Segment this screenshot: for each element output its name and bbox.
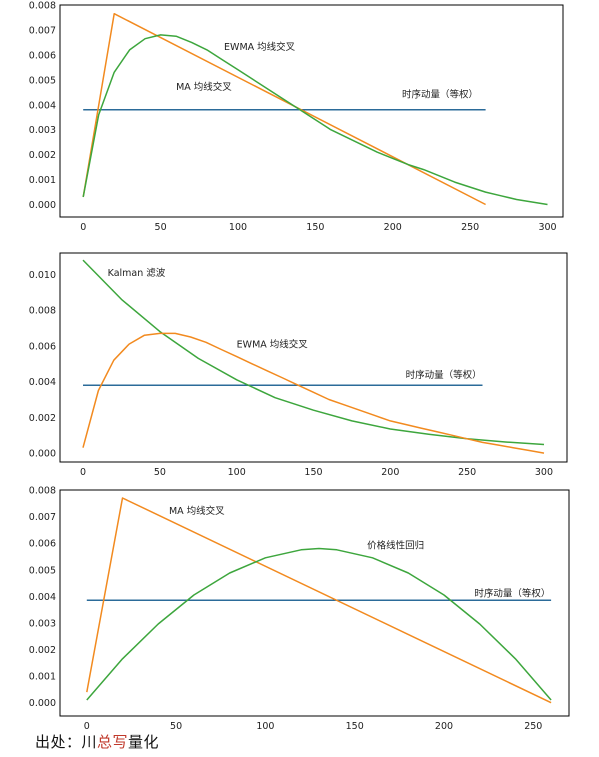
series-annotation: 时序动量（等权） <box>406 369 482 381</box>
y-tick-label: 0.002 <box>29 645 56 656</box>
x-tick-label: 0 <box>84 721 90 732</box>
chart-1: 0 50 100 150 200 250 300 0.000 0.001 0.002 0.003 0.… <box>29 1 564 233</box>
y-tick-label: 0.001 <box>29 672 56 683</box>
y-tick-label: 0.006 <box>29 341 56 352</box>
x-tick-label: 150 <box>346 721 364 732</box>
series-annotation: EWMA 均线交叉 <box>237 339 309 351</box>
source-name-part1: 川 <box>81 733 98 751</box>
series-annotation: Kalman 滤波 <box>108 267 166 279</box>
chart-2: 0 50 100 150 200 250 300 0.000 0.002 0.004 0.006 0.… <box>29 252 568 478</box>
y-tick-label: 0.002 <box>29 413 56 424</box>
y-tick-label: 0.007 <box>29 25 56 36</box>
series-line-EWMA-均线交叉 <box>82 332 545 454</box>
y-tick-label: 0.001 <box>29 175 56 186</box>
source-name-highlight: 总写 <box>97 733 129 751</box>
x-tick-label: 200 <box>384 222 402 233</box>
x-tick-label: 50 <box>154 467 166 478</box>
chart-3: 0 50 100 150 200 250 0.000 0.001 0.002 0.003 0.004… <box>29 486 570 732</box>
x-tick-label: 300 <box>538 222 556 233</box>
series-annotation: MA 均线交叉 <box>176 81 232 93</box>
y-tick-label: 0.008 <box>29 306 56 317</box>
plot-frame <box>59 4 564 218</box>
series-annotation: 价格线性回归 <box>367 539 424 551</box>
x-tick-label: 250 <box>461 222 479 233</box>
x-tick-label: 200 <box>381 467 399 478</box>
plot-frame <box>59 489 570 717</box>
x-tick-label: 50 <box>155 222 167 233</box>
y-tick-label: 0.000 <box>29 449 56 460</box>
source-name-part2: 量化 <box>128 733 160 751</box>
y-tick-label: 0.007 <box>29 512 56 523</box>
source-note: 出处：川总写量化 <box>35 731 159 752</box>
y-tick-label: 0.000 <box>29 698 56 709</box>
y-tick-label: 0.003 <box>29 618 56 629</box>
x-tick-label: 250 <box>458 467 476 478</box>
x-tick-label: 300 <box>535 467 553 478</box>
y-tick-label: 0.002 <box>29 150 56 161</box>
x-tick-label: 100 <box>256 721 274 732</box>
y-tick-label: 0.005 <box>29 75 56 86</box>
series-line-Kalman-滤波 <box>82 259 545 446</box>
y-tick-label: 0.005 <box>29 565 56 576</box>
source-prefix: 出处： <box>35 733 82 751</box>
x-tick-label: 150 <box>304 467 322 478</box>
y-tick-label: 0.006 <box>29 50 56 61</box>
x-tick-label: 200 <box>435 721 453 732</box>
y-tick-label: 0.008 <box>29 1 56 12</box>
series-annotation: 时序动量（等权） <box>474 587 550 599</box>
y-tick-label: 0.003 <box>29 125 56 136</box>
series-line-MA-均线交叉 <box>82 12 486 206</box>
series-annotation: 时序动量（等权） <box>402 88 478 100</box>
x-tick-label: 150 <box>306 222 324 233</box>
series-annotation: EWMA 均线交叉 <box>224 41 296 53</box>
x-tick-label: 0 <box>80 467 86 478</box>
x-tick-label: 50 <box>170 721 182 732</box>
y-tick-label: 0.004 <box>29 100 56 111</box>
y-tick-label: 0.010 <box>29 270 56 281</box>
plot-frame <box>59 252 568 463</box>
series-line-价格线性回归 <box>86 547 552 701</box>
y-tick-label: 0.008 <box>29 486 56 497</box>
y-tick-label: 0.000 <box>29 200 56 211</box>
series-line-MA-均线交叉 <box>86 497 552 704</box>
y-tick-label: 0.006 <box>29 539 56 550</box>
x-tick-label: 100 <box>228 467 246 478</box>
series-annotation: MA 均线交叉 <box>169 505 225 517</box>
x-tick-label: 0 <box>80 222 86 233</box>
x-tick-label: 250 <box>524 721 542 732</box>
y-tick-label: 0.004 <box>29 592 56 603</box>
x-tick-label: 100 <box>229 222 247 233</box>
series-line-EWMA-均线交叉 <box>82 34 548 206</box>
y-tick-label: 0.004 <box>29 377 56 388</box>
